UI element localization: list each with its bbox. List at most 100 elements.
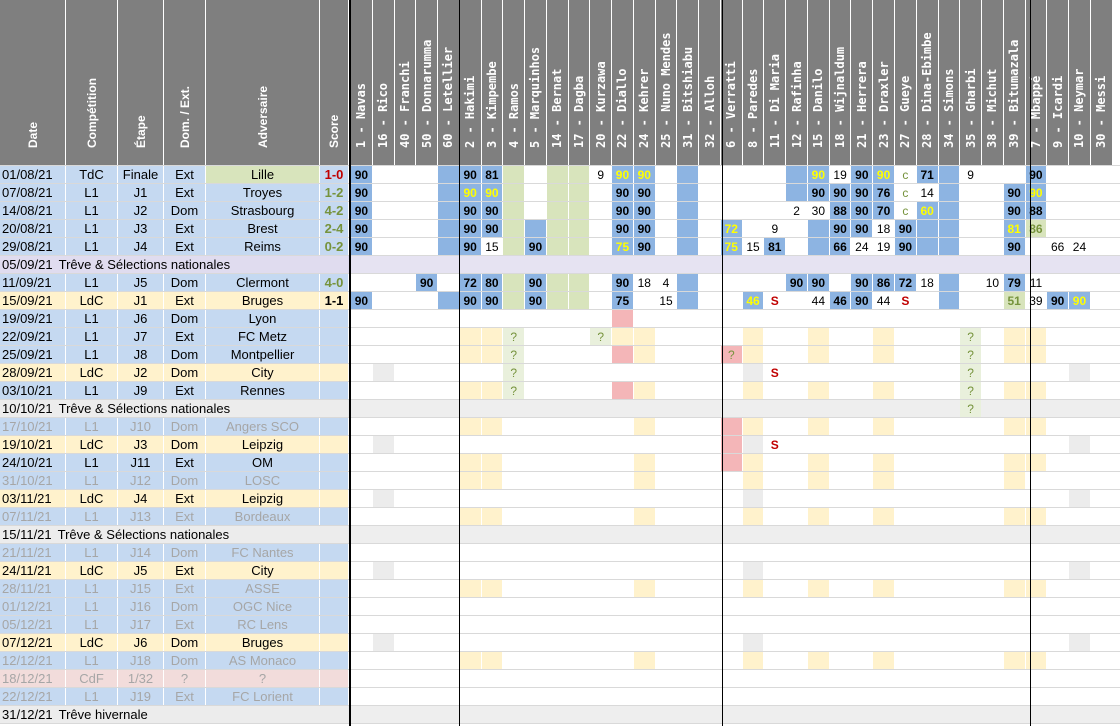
player-cell[interactable]: 72 bbox=[720, 220, 742, 237]
player-cell[interactable]: 90 bbox=[416, 274, 438, 291]
player-cell[interactable]: 90 bbox=[351, 184, 372, 201]
player-header[interactable]: 38 - Michut bbox=[982, 0, 1003, 166]
player-header[interactable]: 7 - Mbappé bbox=[1025, 0, 1047, 166]
player-header[interactable]: 39 - Bitumazala bbox=[1003, 0, 1025, 166]
player-cell[interactable]: 75 bbox=[612, 238, 633, 255]
player-header[interactable]: 40 - Franchi bbox=[394, 0, 416, 166]
player-cell[interactable]: 90 bbox=[633, 166, 655, 183]
player-header[interactable]: 25 - Nuno Mendes bbox=[655, 0, 677, 166]
player-cell[interactable] bbox=[503, 220, 525, 237]
player-cell[interactable]: 90 bbox=[851, 202, 873, 219]
player-header[interactable]: 18 - Wijnaldum bbox=[829, 0, 851, 166]
player-cell[interactable]: 66 bbox=[1051, 240, 1065, 254]
player-cell[interactable]: 75 bbox=[612, 292, 633, 309]
player-cell[interactable]: 18 bbox=[876, 222, 891, 236]
player-header[interactable]: 23 - Draxler bbox=[873, 0, 894, 166]
player-header[interactable]: 4 - Ramos bbox=[503, 0, 525, 166]
player-cell[interactable] bbox=[546, 220, 568, 237]
player-header[interactable]: 27 - Gueye bbox=[895, 0, 916, 166]
column-header-score[interactable]: Score bbox=[320, 0, 348, 166]
player-cell[interactable]: 90 bbox=[1047, 292, 1069, 309]
player-cell[interactable]: 90 bbox=[351, 166, 372, 183]
player-cell[interactable]: 90 bbox=[873, 166, 894, 183]
player-cell[interactable] bbox=[503, 166, 525, 183]
player-cell[interactable]: 46 bbox=[829, 292, 851, 309]
player-cell[interactable]: 44 bbox=[876, 294, 891, 308]
player-cell[interactable]: 4 bbox=[662, 276, 670, 290]
player-cell[interactable]: 9 bbox=[597, 168, 605, 182]
player-cell[interactable]: 90 bbox=[851, 166, 873, 183]
player-cell[interactable]: S bbox=[770, 294, 779, 308]
player-cell[interactable] bbox=[916, 238, 938, 255]
player-header[interactable]: 34 - Simons bbox=[938, 0, 960, 166]
player-cell[interactable] bbox=[546, 274, 568, 291]
player-cell[interactable]: 9 bbox=[967, 168, 974, 182]
player-header[interactable]: 32 - Alloh bbox=[699, 0, 720, 166]
player-cell[interactable]: 90 bbox=[1025, 166, 1047, 183]
player-cell[interactable] bbox=[807, 238, 829, 255]
player-cell[interactable]: 90 bbox=[1003, 202, 1025, 219]
player-cell[interactable] bbox=[503, 292, 525, 309]
player-cell[interactable]: 90 bbox=[895, 238, 916, 255]
player-cell[interactable]: 90 bbox=[481, 292, 503, 309]
player-cell[interactable]: ? bbox=[720, 346, 742, 363]
player-cell[interactable] bbox=[503, 184, 525, 201]
player-cell[interactable]: 90 bbox=[351, 292, 372, 309]
player-cell[interactable]: 90 bbox=[633, 238, 655, 255]
player-cell[interactable]: 81 bbox=[764, 238, 786, 255]
player-cell[interactable] bbox=[438, 220, 459, 237]
player-cell[interactable]: ? bbox=[503, 382, 525, 399]
player-cell[interactable]: ? bbox=[503, 346, 525, 363]
player-cell[interactable] bbox=[677, 274, 699, 291]
column-header-stage[interactable]: Étape bbox=[118, 0, 163, 166]
player-cell[interactable]: 88 bbox=[1025, 202, 1047, 219]
player-cell[interactable] bbox=[938, 220, 960, 237]
player-cell[interactable] bbox=[546, 202, 568, 219]
player-cell[interactable]: 15 bbox=[746, 240, 760, 254]
player-cell[interactable] bbox=[568, 202, 590, 219]
player-cell[interactable]: 90 bbox=[351, 238, 372, 255]
player-cell[interactable] bbox=[677, 202, 699, 219]
player-cell[interactable]: 24 bbox=[855, 240, 869, 254]
player-cell[interactable]: 90 bbox=[807, 184, 829, 201]
player-cell[interactable]: 90 bbox=[1069, 292, 1090, 309]
column-header-opponent[interactable]: Adversaire bbox=[206, 0, 319, 166]
player-cell[interactable]: 90 bbox=[481, 202, 503, 219]
player-cell[interactable] bbox=[438, 166, 459, 183]
player-cell[interactable] bbox=[546, 292, 568, 309]
player-cell[interactable]: 90 bbox=[459, 220, 481, 237]
player-cell[interactable]: 2 bbox=[793, 204, 800, 218]
player-header[interactable]: 28 - Dina-Ebimbe bbox=[916, 0, 938, 166]
player-cell[interactable] bbox=[916, 220, 938, 237]
player-cell[interactable]: 88 bbox=[829, 202, 851, 219]
player-cell[interactable]: 90 bbox=[851, 274, 873, 291]
player-cell[interactable]: S bbox=[901, 294, 910, 308]
player-header[interactable]: 30 - Messi bbox=[1090, 0, 1112, 166]
player-cell[interactable]: 90 bbox=[895, 220, 916, 237]
player-cell[interactable]: 90 bbox=[829, 184, 851, 201]
player-cell[interactable]: ? bbox=[960, 400, 982, 417]
player-cell[interactable]: 90 bbox=[459, 202, 481, 219]
player-cell[interactable]: 19 bbox=[833, 168, 847, 182]
player-cell[interactable]: 60 bbox=[916, 202, 938, 219]
player-cell[interactable] bbox=[938, 292, 960, 309]
player-cell[interactable] bbox=[503, 202, 525, 219]
player-cell[interactable]: 72 bbox=[459, 274, 481, 291]
player-header[interactable]: 20 - Kurzawa bbox=[590, 0, 612, 166]
player-header[interactable]: 2 - Hakimi bbox=[459, 0, 481, 166]
player-cell[interactable]: 15 bbox=[485, 240, 499, 254]
player-cell[interactable]: 90 bbox=[612, 184, 633, 201]
player-cell[interactable]: 90 bbox=[851, 220, 873, 237]
player-cell[interactable]: ? bbox=[960, 382, 982, 399]
player-header[interactable]: 22 - Diallo bbox=[612, 0, 633, 166]
player-cell[interactable] bbox=[568, 292, 590, 309]
player-cell[interactable]: 90 bbox=[851, 292, 873, 309]
player-header[interactable]: 35 - Gharbi bbox=[960, 0, 982, 166]
column-header-competition[interactable]: Compétition bbox=[66, 0, 117, 166]
player-cell[interactable] bbox=[438, 292, 459, 309]
player-cell[interactable]: 90 bbox=[807, 274, 829, 291]
column-header-home_away[interactable]: Dom. / Ext. bbox=[164, 0, 205, 166]
player-cell[interactable]: 44 bbox=[811, 294, 825, 308]
player-cell[interactable]: 90 bbox=[1025, 184, 1047, 201]
player-cell[interactable] bbox=[568, 220, 590, 237]
